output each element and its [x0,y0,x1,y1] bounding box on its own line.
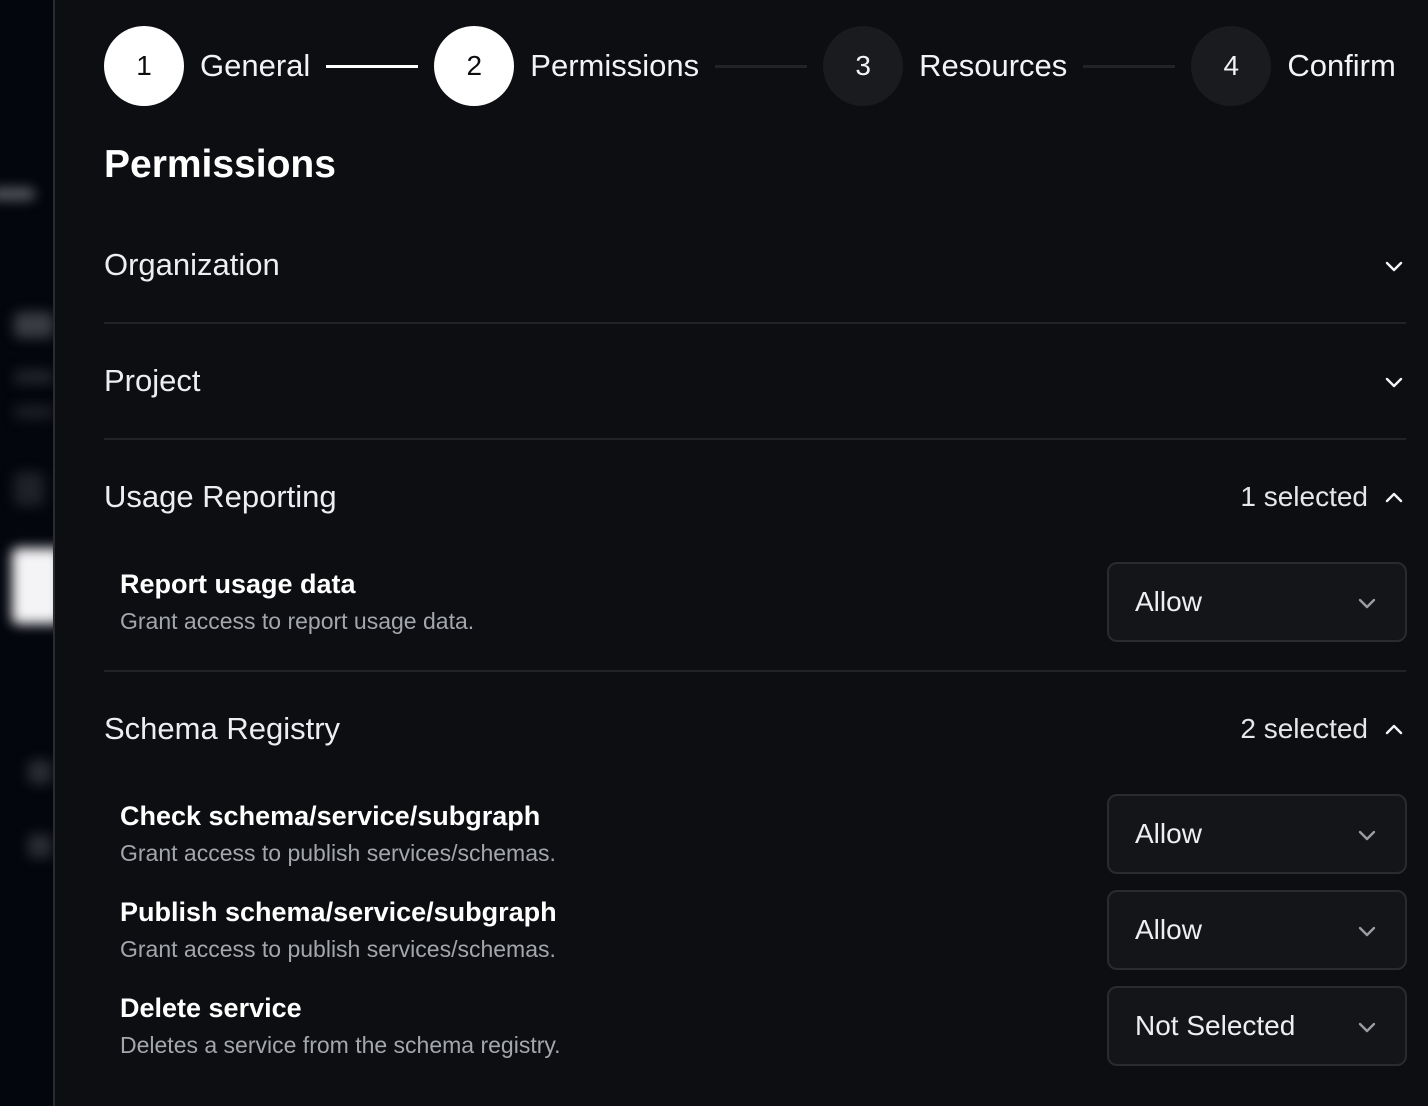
chevron-down-icon [1355,1014,1379,1038]
chevron-up-icon[interactable] [1382,485,1406,509]
select-value: Allow [1135,914,1202,945]
section-status [1382,369,1406,393]
page-title: Permissions [104,143,336,186]
select-value: Allow [1135,586,1202,617]
select-value: Not Selected [1135,1010,1296,1041]
permission-select[interactable]: Not Selected [1107,986,1407,1066]
permission-description: Grant access to report usage data. [120,608,475,634]
section-header[interactable]: Organization [104,208,1406,322]
section-title: Usage Reporting [104,479,337,514]
step-general[interactable]: 1 General [104,26,310,106]
step-number: 2 [434,26,515,106]
permission-sections: Organization Project Usage Reporting 1 s… [104,208,1407,1094]
step-label: Resources [919,48,1068,83]
section-project: Project [104,324,1406,440]
permission-description: Deletes a service from the schema regist… [120,1032,561,1058]
step-number: 3 [823,26,904,106]
permission-item: Check schema/service/subgraph Grant acce… [120,786,1407,882]
chevron-up-icon[interactable] [1382,717,1406,741]
selected-count: 1 selected [1240,481,1368,512]
chevron-down-icon [1355,918,1379,942]
chevron-down-icon [1355,822,1379,846]
section-title: Organization [104,247,280,282]
permission-description: Grant access to publish services/schemas… [120,840,556,866]
select-value: Allow [1135,818,1202,849]
permission-list: Report usage data Grant access to report… [104,554,1407,670]
section-usage-reporting: Usage Reporting 1 selected Report usage … [104,440,1407,672]
chevron-down-icon[interactable] [1382,369,1406,393]
permission-select[interactable]: Allow [1107,794,1407,874]
step-confirm[interactable]: 4 Confirm [1191,26,1396,106]
permission-title: Publish schema/service/subgraph [120,897,557,927]
step-connector [326,64,419,68]
chevron-down-icon [1355,590,1379,614]
section-title: Schema Registry [104,711,341,746]
step-resources[interactable]: 3 Resources [823,26,1067,106]
section-status [1382,253,1406,277]
permission-select[interactable]: Allow [1107,890,1407,970]
create-role-panel: 1 General 2 Permissions 3 Resources 4 Co… [53,0,1428,1106]
stepper: 1 General 2 Permissions 3 Resources 4 Co… [104,26,1396,106]
section-header[interactable]: Usage Reporting 1 selected [104,440,1406,554]
permission-title: Check schema/service/subgraph [120,801,541,831]
section-title: Project [104,363,201,398]
permission-description: Grant access to publish services/schemas… [120,936,556,962]
permission-title: Delete service [120,993,302,1023]
permission-item: Delete service Deletes a service from th… [120,978,1407,1074]
permission-list: Check schema/service/subgraph Grant acce… [104,786,1407,1094]
permission-title: Report usage data [120,569,356,599]
step-connector [1083,64,1176,68]
permission-item: Report usage data Grant access to report… [120,554,1407,650]
section-status: 2 selected [1240,713,1406,745]
step-connector [715,64,808,68]
permission-item: Publish schema/service/subgraph Grant ac… [120,882,1407,978]
step-number: 1 [104,26,184,106]
blurred-background [0,0,53,1106]
section-schema-registry: Schema Registry 2 selected Check schema/… [104,672,1407,1094]
step-label: General [200,48,311,83]
section-header[interactable]: Project [104,324,1406,438]
chevron-down-icon[interactable] [1382,253,1406,277]
section-organization: Organization [104,208,1406,324]
step-number: 4 [1191,26,1272,106]
permission-select[interactable]: Allow [1107,562,1407,642]
step-label: Confirm [1287,48,1396,83]
step-permissions[interactable]: 2 Permissions [434,26,699,106]
section-status: 1 selected [1240,481,1406,513]
section-header[interactable]: Schema Registry 2 selected [104,672,1406,786]
step-label: Permissions [530,48,700,83]
selected-count: 2 selected [1240,713,1368,744]
